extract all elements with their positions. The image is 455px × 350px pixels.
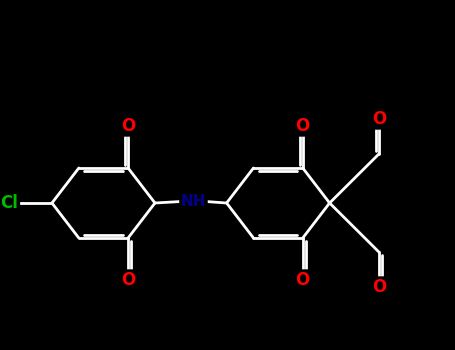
- Text: Cl: Cl: [0, 194, 18, 212]
- Text: O: O: [296, 117, 310, 135]
- Text: O: O: [121, 117, 135, 135]
- Text: NH: NH: [181, 194, 206, 209]
- Text: O: O: [296, 271, 310, 289]
- Text: O: O: [372, 110, 386, 128]
- Text: O: O: [372, 278, 386, 296]
- Text: O: O: [121, 271, 135, 289]
